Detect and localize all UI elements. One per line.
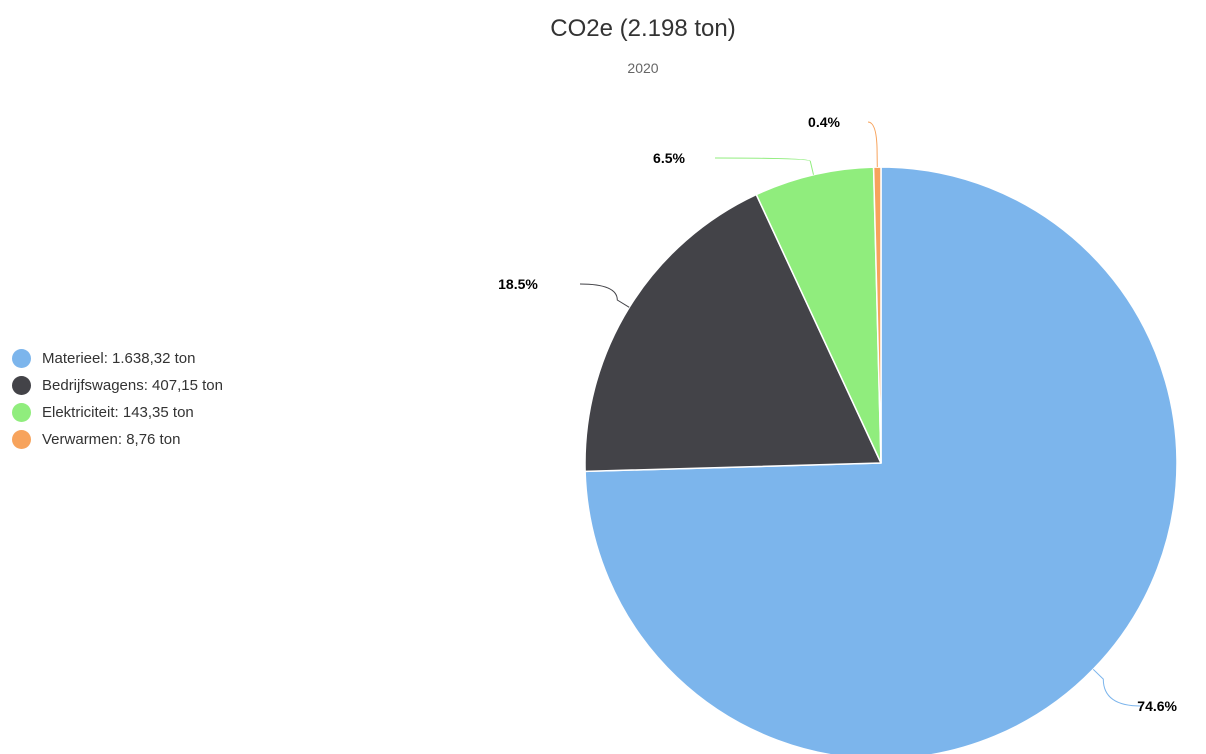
legend-item-verwarmen[interactable]: Verwarmen: 8,76 ton (12, 426, 223, 453)
legend-label-verwarmen: Verwarmen: 8,76 ton (42, 431, 181, 448)
legend-label-elektriciteit: Elektriciteit: 143,35 ton (42, 404, 194, 421)
connector-verwarmen (867, 121, 878, 168)
slice-label-materieel: 74.6% (1137, 698, 1177, 714)
chart-subtitle: 2020 (627, 60, 659, 76)
legend-label-materieel: Materieel: 1.638,32 ton (42, 350, 196, 367)
connector-bedrijfswagens (579, 283, 630, 308)
legend-swatch-verwarmen (12, 430, 31, 449)
connector-materieel (1092, 668, 1142, 707)
slice-label-verwarmen: 0.4% (808, 114, 840, 130)
legend-item-bedrijfswagens[interactable]: Bedrijfswagens: 407,15 ton (12, 372, 223, 399)
legend-swatch-bedrijfswagens (12, 376, 31, 395)
legend-item-materieel[interactable]: Materieel: 1.638,32 ton (12, 345, 223, 372)
chart-title: CO2e (2.198 ton) (550, 15, 736, 42)
legend-label-bedrijfswagens: Bedrijfswagens: 407,15 ton (42, 377, 223, 394)
pie-slice-bedrijfswagens[interactable] (584, 193, 882, 473)
legend-swatch-elektriciteit (12, 403, 31, 422)
pie-slice-elektriciteit[interactable] (755, 166, 882, 464)
legend-item-elektriciteit[interactable]: Elektriciteit: 143,35 ton (12, 399, 223, 426)
slice-label-bedrijfswagens: 18.5% (498, 276, 538, 292)
slice-label-elektriciteit: 6.5% (653, 150, 685, 166)
legend-swatch-materieel (12, 349, 31, 368)
legend: Materieel: 1.638,32 ton Bedrijfswagens: … (12, 345, 223, 453)
pie-slice-verwarmen[interactable] (872, 166, 882, 464)
connector-elektriciteit (714, 157, 814, 175)
